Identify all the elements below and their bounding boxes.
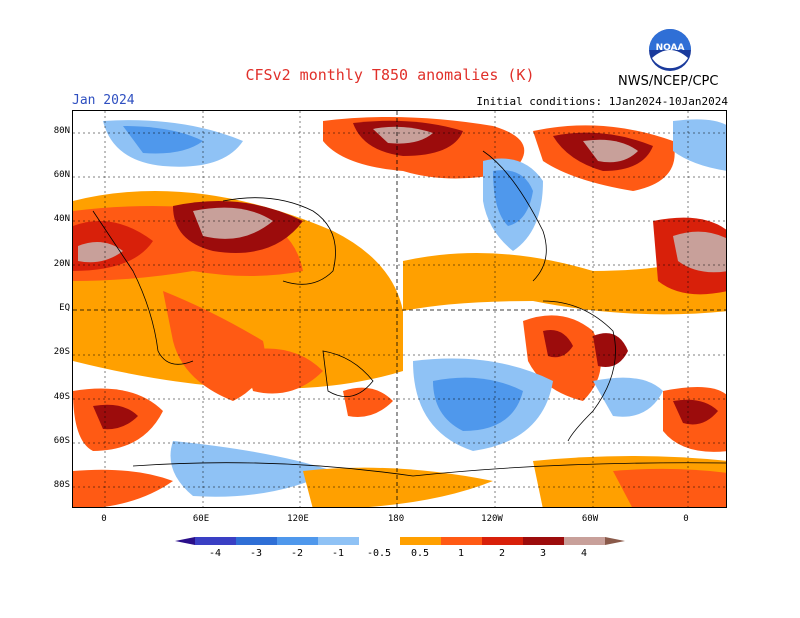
lat-label: 20N bbox=[53, 259, 70, 269]
lon-label: 180 bbox=[387, 514, 405, 524]
lat-label: 60S bbox=[53, 436, 70, 446]
colorbar-segment bbox=[482, 537, 523, 545]
lat-label: 40N bbox=[53, 214, 70, 224]
lat-label: EQ bbox=[59, 303, 70, 313]
lon-label: 0 bbox=[683, 514, 689, 524]
colorbar-segment bbox=[441, 537, 482, 545]
noaa-logo: NOAA bbox=[649, 29, 691, 71]
colorbar-label: -1 bbox=[331, 548, 345, 559]
colorbar-segment bbox=[277, 537, 318, 545]
colorbar-label: -3 bbox=[249, 548, 263, 559]
colorbar-segment bbox=[400, 537, 441, 545]
colorbar-label: 3 bbox=[539, 548, 547, 559]
colorbar-segment bbox=[564, 537, 605, 545]
colorbar-label: -0.5 bbox=[366, 548, 392, 559]
lat-label: 60N bbox=[53, 170, 70, 180]
lon-label: 120W bbox=[481, 514, 503, 524]
colorbar-label: 2 bbox=[498, 548, 506, 559]
lat-label: 20S bbox=[53, 347, 70, 357]
colorbar-segment bbox=[236, 537, 277, 545]
forecast-month: Jan 2024 bbox=[72, 93, 135, 108]
colorbar-label: -2 bbox=[290, 548, 304, 559]
colorbar-segment bbox=[318, 537, 359, 545]
colorbar-arrow-low bbox=[175, 537, 195, 545]
colorbar-segment bbox=[195, 537, 236, 545]
lat-label: 40S bbox=[53, 392, 70, 402]
colorbar-label: 0.5 bbox=[410, 548, 430, 559]
colorbar-arrow-high bbox=[605, 537, 625, 545]
anomaly-map-field bbox=[73, 111, 726, 507]
anomaly-map bbox=[72, 110, 727, 508]
colorbar-segment bbox=[359, 537, 400, 545]
colorbar-label: 1 bbox=[457, 548, 465, 559]
lat-label: 80S bbox=[53, 480, 70, 490]
colorbar-label: 4 bbox=[580, 548, 588, 559]
initial-conditions: Initial conditions: 1Jan2024-10Jan2024 bbox=[476, 95, 728, 108]
lon-label: 0 bbox=[101, 514, 107, 524]
lon-label: 120E bbox=[287, 514, 309, 524]
noaa-logo-text: NOAA bbox=[656, 43, 685, 53]
organization-label: NWS/NCEP/CPC bbox=[618, 74, 719, 89]
lon-label: 60E bbox=[192, 514, 210, 524]
lat-label: 80N bbox=[53, 126, 70, 136]
colorbar-label: -4 bbox=[208, 548, 222, 559]
colorbar-segment bbox=[523, 537, 564, 545]
map-title: CFSv2 monthly T850 anomalies (K) bbox=[245, 66, 535, 84]
colorbar bbox=[175, 537, 625, 545]
lon-label: 60W bbox=[581, 514, 599, 524]
